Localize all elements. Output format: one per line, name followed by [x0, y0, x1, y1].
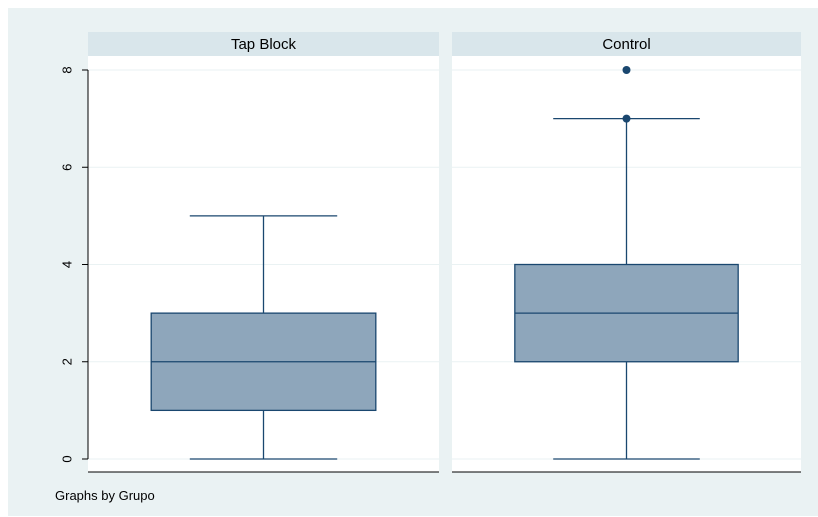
y-tick-label-2: 2 [59, 358, 74, 365]
y-tick-label-6: 6 [59, 164, 74, 171]
outlier-point-1-0 [622, 114, 631, 123]
y-tick-label-0: 0 [59, 455, 74, 462]
outlier-point-1-1 [622, 66, 631, 74]
panel-title-1: Control [602, 36, 650, 53]
panel-strip-1 [452, 32, 801, 56]
graphs-by-note: Graphs by Grupo [55, 488, 155, 503]
panel-title-0: Tap Block [231, 36, 297, 53]
panel-strip-0 [88, 32, 439, 56]
y-tick-label-8: 8 [59, 66, 74, 73]
y-tick-label-4: 4 [59, 261, 74, 268]
